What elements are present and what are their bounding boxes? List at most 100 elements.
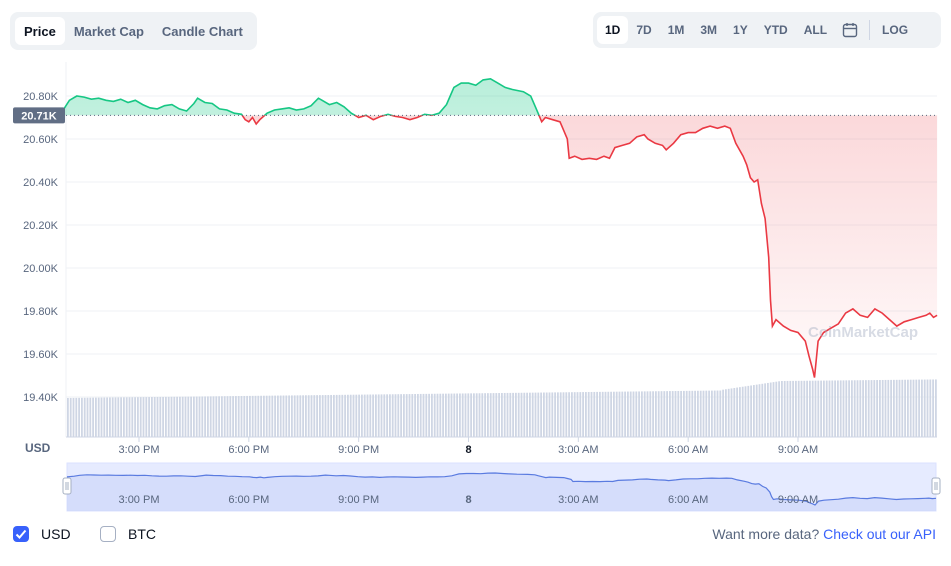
calendar-icon[interactable]: [835, 16, 865, 44]
volume-bar: [800, 380, 803, 437]
range-7d[interactable]: 7D: [636, 23, 652, 37]
volume-bar: [898, 379, 901, 437]
volume-bar: [358, 394, 360, 437]
volume-bar: [330, 394, 332, 437]
volume-bar: [464, 393, 467, 437]
volume-bar: [450, 393, 453, 437]
volume-bar: [691, 390, 694, 437]
api-link[interactable]: Check out our API: [823, 526, 936, 542]
volume-bar: [363, 394, 366, 437]
volume-bar: [117, 397, 120, 437]
navigator-left-handle[interactable]: [62, 477, 72, 495]
range-1d[interactable]: 1D: [597, 16, 629, 44]
volume-bar: [744, 386, 747, 437]
volume-bar: [226, 396, 229, 437]
volume-bar: [907, 379, 909, 437]
volume-bar: [879, 380, 881, 437]
volume-bar: [694, 390, 696, 437]
navigator-right-handle[interactable]: [931, 477, 941, 495]
volume-bar: [254, 395, 257, 437]
volume-bar: [475, 393, 478, 437]
volume-bar: [414, 394, 416, 437]
tab-candle-chart[interactable]: Candle Chart: [161, 23, 243, 39]
usd-checkbox[interactable]: [13, 526, 29, 542]
volume-bar: [221, 396, 223, 437]
volume-bar: [915, 379, 918, 437]
volume-bar: [470, 393, 472, 437]
volume-bar: [893, 379, 895, 437]
volume-bar: [487, 393, 489, 437]
volume-bars: [67, 379, 937, 437]
volume-bar: [459, 393, 461, 437]
volume-bar: [403, 394, 405, 437]
volume-bar: [439, 393, 442, 437]
volume-bar: [657, 391, 660, 437]
volume-bar: [895, 379, 898, 437]
volume-bar: [534, 392, 537, 437]
volume-bar: [669, 391, 671, 437]
volume-bar: [615, 391, 618, 437]
volume-bar: [935, 379, 937, 437]
volume-bar: [291, 395, 293, 437]
volume-bar: [702, 390, 705, 437]
range-ytd[interactable]: YTD: [763, 23, 788, 37]
btc-checkbox[interactable]: [100, 526, 116, 542]
range-all[interactable]: ALL: [803, 23, 828, 37]
volume-bar: [851, 380, 853, 437]
volume-bar: [683, 390, 685, 437]
volume-bar: [845, 380, 848, 437]
tab-market-cap[interactable]: Market Cap: [73, 23, 144, 39]
volume-bar: [145, 397, 148, 437]
volume-bar: [201, 396, 204, 437]
volume-bar: [747, 385, 750, 437]
x-tick-label: 3:00 PM: [119, 444, 160, 456]
volume-bar: [867, 380, 870, 437]
volume-bar: [593, 391, 596, 437]
volume-bar: [338, 394, 341, 437]
volume-bar: [299, 395, 302, 437]
volume-bar: [389, 394, 391, 437]
volume-bar: [870, 380, 873, 437]
volume-bar: [109, 397, 111, 437]
volume-bar: [218, 396, 220, 437]
volume-bar: [106, 397, 108, 437]
volume-bar: [274, 395, 276, 437]
range-navigator[interactable]: 3:00 PM 6:00 PM 9:00 PM 8 3:00 AM 6:00 AM 9:00…: [62, 462, 941, 512]
volume-bar: [120, 397, 122, 437]
volume-bar: [167, 396, 170, 437]
volume-bar: [473, 393, 475, 437]
volume-bar: [884, 379, 887, 437]
log-scale-toggle[interactable]: LOG: [882, 23, 909, 37]
volume-bar: [232, 396, 234, 437]
volume-bar: [537, 392, 540, 437]
volume-bar: [638, 391, 640, 437]
volume-bar: [932, 379, 934, 437]
volume-bar: [711, 390, 713, 437]
volume-bar: [876, 380, 878, 437]
volume-bar: [512, 392, 514, 437]
price-chart[interactable]: 20.80K 20.60K 20.40K 20.20K 20.00K 19.80K 19.6…: [0, 0, 951, 520]
volume-bar: [503, 392, 506, 437]
volume-bar: [355, 394, 358, 437]
range-1y[interactable]: 1Y: [733, 23, 748, 37]
y-tick-label: 19.60K: [23, 349, 59, 361]
tab-price[interactable]: Price: [15, 17, 65, 45]
volume-bar: [95, 397, 97, 437]
volume-bar: [881, 379, 884, 437]
volume-bar: [347, 394, 349, 437]
volume-bar: [296, 395, 299, 437]
volume-bar: [319, 395, 321, 437]
volume-bar: [755, 384, 758, 437]
range-1m[interactable]: 1M: [667, 23, 685, 37]
volume-bar: [204, 396, 206, 437]
volume-bar: [380, 394, 383, 437]
volume-bar: [792, 380, 794, 437]
volume-bar: [803, 380, 806, 437]
api-promo: Want more data? Check out our API: [712, 526, 936, 542]
volume-bar: [548, 392, 551, 437]
volume-bar: [571, 392, 573, 437]
volume-bar: [279, 395, 282, 437]
range-3m[interactable]: 3M: [700, 23, 718, 37]
volume-bar: [310, 395, 313, 437]
volume-bar: [551, 392, 554, 437]
